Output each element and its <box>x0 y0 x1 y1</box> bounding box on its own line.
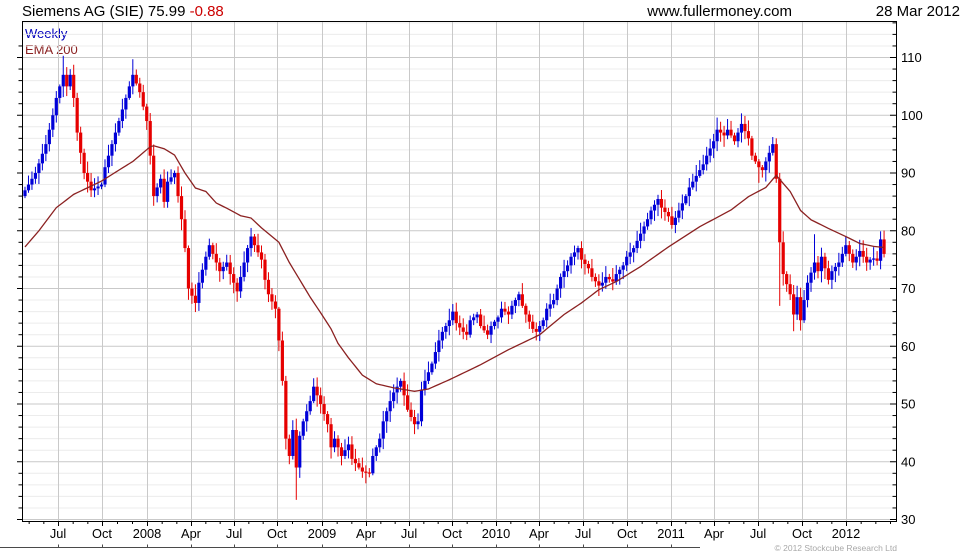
svg-text:50: 50 <box>901 397 915 412</box>
svg-text:Oct: Oct <box>617 526 637 541</box>
svg-text:60: 60 <box>901 339 915 354</box>
svg-text:Jul: Jul <box>401 526 417 541</box>
svg-text:40: 40 <box>901 454 915 469</box>
svg-text:Apr: Apr <box>356 526 377 541</box>
svg-text:2008: 2008 <box>133 526 161 541</box>
price-change: -0.88 <box>189 3 224 20</box>
ema-line <box>24 145 885 392</box>
svg-text:30: 30 <box>901 512 915 527</box>
svg-text:Apr: Apr <box>181 526 202 541</box>
svg-text:Oct: Oct <box>442 526 462 541</box>
svg-text:70: 70 <box>901 281 915 296</box>
svg-text:2009: 2009 <box>308 526 336 541</box>
x-axis-labels: Jul Oct 2008 Apr Jul Oct 2009 Apr Jul Oct 2010 Apr J… <box>50 526 860 541</box>
website-label: www.fullermoney.com <box>647 3 792 20</box>
svg-text:Jul: Jul <box>575 526 591 541</box>
chart-title: Siemens AG (SIE) 75.99 -0.88 <box>22 3 224 20</box>
date-label: 28 Mar 2012 <box>875 3 960 20</box>
bottom-border-line <box>0 544 744 548</box>
svg-text:Apr: Apr <box>704 526 725 541</box>
grid-lines <box>23 21 895 521</box>
svg-text:80: 80 <box>901 223 915 238</box>
svg-text:Oct: Oct <box>92 526 112 541</box>
candlestick-bars <box>23 55 886 500</box>
svg-text:Oct: Oct <box>267 526 287 541</box>
svg-text:90: 90 <box>901 166 915 181</box>
instrument-and-price: Siemens AG (SIE) 75.99 <box>22 3 190 20</box>
svg-text:2010: 2010 <box>482 526 510 541</box>
svg-text:Jul: Jul <box>50 526 66 541</box>
plot-frame <box>17 21 897 526</box>
copyright-notice: © 2012 Stockcube Research Ltd <box>700 543 899 553</box>
y-axis-labels: 110 100 90 80 70 60 50 40 30 <box>901 50 923 527</box>
svg-text:Oct: Oct <box>792 526 812 541</box>
svg-text:Apr: Apr <box>529 526 550 541</box>
svg-text:Jul: Jul <box>750 526 766 541</box>
svg-text:2011: 2011 <box>657 526 685 541</box>
svg-text:2012: 2012 <box>832 526 860 541</box>
svg-text:100: 100 <box>901 108 923 123</box>
legend-timeframe: Weekly <box>25 26 68 41</box>
svg-text:Jul: Jul <box>226 526 242 541</box>
svg-text:110: 110 <box>901 50 922 65</box>
